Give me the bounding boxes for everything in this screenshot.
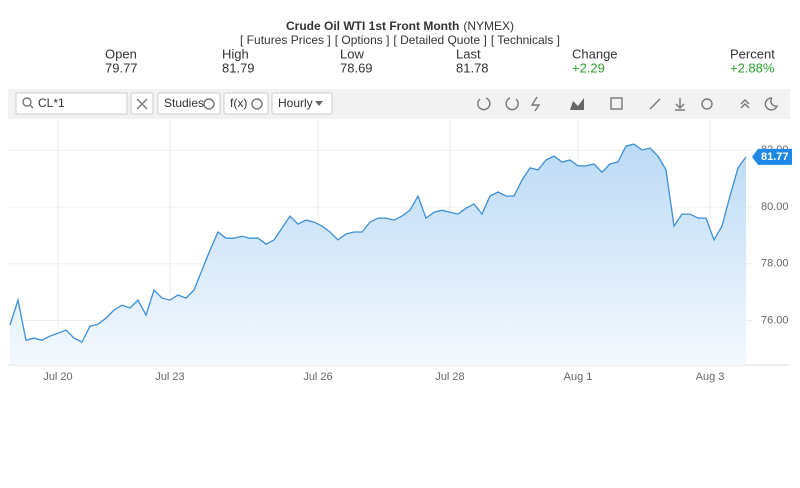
- draw-icon[interactable]: [530, 96, 541, 112]
- compare-icon: [136, 98, 148, 110]
- x-tick-label: Jul 23: [155, 371, 184, 383]
- link[interactable]: [ Futures Prices ]: [240, 33, 331, 47]
- studies-label: Studies: [164, 96, 204, 110]
- y-tick-label: 78.00: [761, 258, 789, 270]
- link[interactable]: [ Options ]: [335, 33, 390, 47]
- link[interactable]: [ Technicals ]: [491, 33, 560, 47]
- quote-label: Open: [105, 46, 137, 61]
- y-tick-label: 80.00: [761, 201, 789, 213]
- symbol: CL*1: [38, 96, 65, 110]
- last-price-tag: [752, 148, 792, 165]
- undo-icon[interactable]: [477, 97, 491, 111]
- theme-icon[interactable]: [764, 97, 779, 111]
- quote-label: High: [222, 46, 249, 61]
- settings-icon[interactable]: [701, 98, 713, 110]
- x-tick-label: Jul 20: [43, 371, 72, 383]
- plus-icon: [203, 98, 215, 110]
- x-tick-label: Aug 3: [696, 371, 725, 383]
- title: Crude Oil WTI 1st Front Month (NYMEX): [286, 19, 514, 33]
- x-tick-label: Jul 26: [303, 371, 332, 383]
- chart-type-icon[interactable]: [570, 98, 584, 110]
- quote-value: 81.79: [222, 60, 255, 75]
- quote-value: +2.29: [572, 60, 605, 75]
- title-text: Crude Oil WTI 1st Front Month: [286, 19, 459, 33]
- plus-icon: [251, 98, 263, 110]
- price-line: [9, 143, 747, 343]
- quote-value: 81.78: [456, 60, 489, 75]
- dropdown-icon: [315, 101, 323, 106]
- search-box[interactable]: [15, 92, 128, 115]
- collapse-icon[interactable]: [740, 99, 750, 109]
- x-tick-label: Jul 28: [435, 371, 464, 383]
- toolbar-icons[interactable]: [477, 96, 779, 112]
- y-tick-label: 76.00: [761, 314, 789, 326]
- links: [ Futures Prices ] [ Options ][ Detailed …: [240, 33, 560, 47]
- area: [10, 144, 746, 365]
- layout-icon[interactable]: [610, 97, 623, 110]
- interval-button[interactable]: [271, 92, 333, 115]
- exchange: (NYMEX): [463, 19, 514, 33]
- interval-label: Hourly: [278, 96, 313, 110]
- quote-value: 79.77: [105, 60, 138, 75]
- quote-label: Last: [456, 46, 481, 61]
- x-tick-label: Aug 1: [564, 371, 593, 383]
- quote-label: Change: [572, 46, 618, 61]
- link[interactable]: [ Detailed Quote ]: [393, 33, 486, 47]
- studies-button[interactable]: [157, 92, 221, 115]
- function-label: f(x): [230, 96, 247, 110]
- quote-value: 78.69: [340, 60, 373, 75]
- search-icon: [22, 97, 32, 107]
- redo-icon[interactable]: [505, 97, 519, 111]
- last-price-label: 81.77: [761, 151, 789, 163]
- pen-icon[interactable]: [649, 98, 661, 110]
- search-icon: [29, 104, 34, 109]
- quote-value: +2.88%: [730, 60, 775, 75]
- download-icon[interactable]: [675, 98, 685, 111]
- quote-label: Low: [340, 46, 364, 61]
- quote-label: Percent: [730, 46, 775, 61]
